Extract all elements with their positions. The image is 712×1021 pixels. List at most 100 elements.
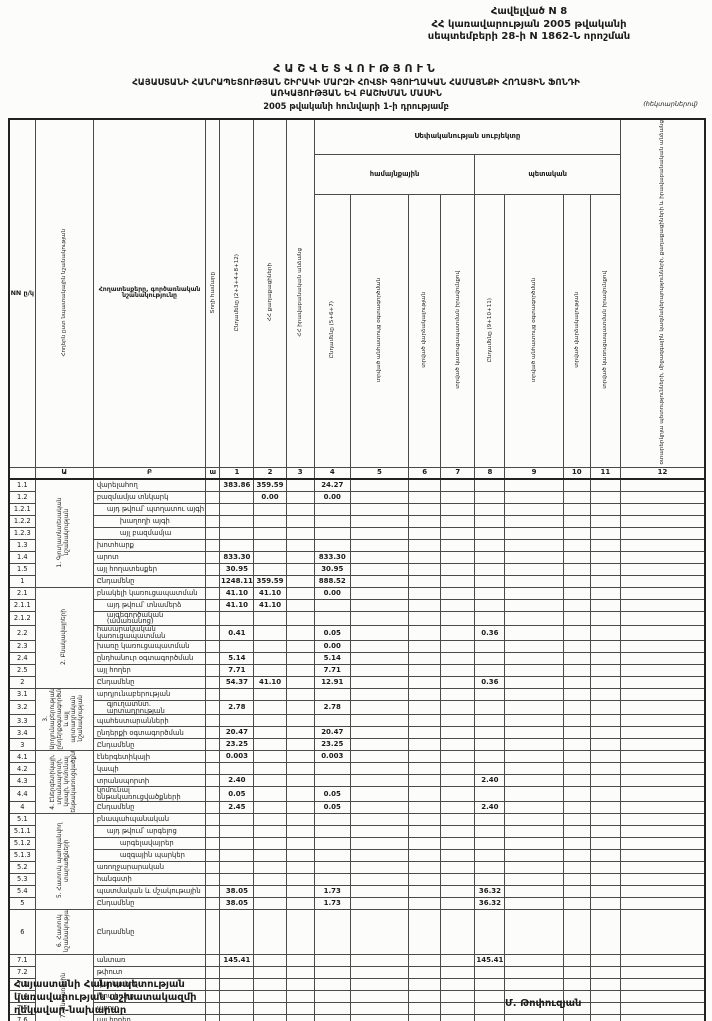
value-cell xyxy=(285,849,315,863)
value-cell xyxy=(589,786,622,803)
value-cell xyxy=(408,562,442,576)
value-cell xyxy=(253,726,287,740)
col-head-state-free-use: տրված անհատույց օգտագործման xyxy=(504,194,564,468)
value-cell xyxy=(474,610,506,627)
land-type-name: այդ թվում՝ տնամերձ xyxy=(92,598,207,612)
value-cell xyxy=(474,586,506,600)
value-cell xyxy=(589,526,622,540)
value-cell xyxy=(253,774,287,788)
value-cell xyxy=(504,675,564,689)
row-number: 1.2 xyxy=(8,490,36,504)
page-subtitle-1: ՀԱՅԱՍՏԱՆԻ ՀԱՆՐԱՊԵՏՈՒԹՅԱՆ ՇԻՐԱԿԻ ՄԱՐԶԻ ՀՈ… xyxy=(132,78,580,88)
value-cell xyxy=(562,801,591,815)
land-type-name: Ընդամենը xyxy=(92,909,207,955)
value-cell xyxy=(440,977,476,991)
table-row: 2.1 2. Բնակավայրերի բնակելի կառուցապատման 4… xyxy=(8,586,706,689)
value-cell: 0.05 xyxy=(313,801,351,815)
value-cell: 41.10 xyxy=(253,598,287,612)
row-no-cell xyxy=(205,490,221,504)
value-cell xyxy=(408,663,442,677)
value-cell xyxy=(440,786,476,803)
row-number: 5.4 xyxy=(8,885,36,899)
value-cell xyxy=(253,562,287,576)
value-cell xyxy=(562,490,591,504)
value-cell xyxy=(408,550,442,564)
value-cell: 41.10 xyxy=(219,598,255,612)
row-number: 3.3 xyxy=(8,714,36,728)
land-type-name: տրանսպորտի xyxy=(92,774,207,788)
column-index-cell: 1 xyxy=(219,466,255,481)
value-cell xyxy=(313,849,351,863)
value-cell xyxy=(589,989,622,1003)
row-number: 6 xyxy=(8,909,36,955)
row-number: 4 xyxy=(8,801,36,815)
table-row: 1 Ընդամենը 1248.11 359.59 888.52 xyxy=(8,574,706,588)
row-no-cell xyxy=(205,639,221,653)
row-no-cell xyxy=(205,989,221,1003)
land-type-name: Ընդամենը xyxy=(92,574,207,588)
value-cell xyxy=(440,562,476,576)
value-cell xyxy=(440,801,476,815)
value-cell xyxy=(620,478,706,492)
value-cell xyxy=(589,586,622,600)
row-no-cell xyxy=(205,1001,221,1015)
value-cell xyxy=(474,651,506,665)
row-number: 2.3 xyxy=(8,639,36,653)
value-cell xyxy=(620,514,706,528)
value-cell xyxy=(285,651,315,665)
value-cell xyxy=(589,1013,622,1021)
row-number: 2 xyxy=(8,675,36,689)
value-cell xyxy=(589,897,622,911)
row-number: 4.3 xyxy=(8,774,36,788)
value-cell xyxy=(285,801,315,815)
row-number: 5.3 xyxy=(8,873,36,887)
value-cell xyxy=(440,550,476,564)
value-cell xyxy=(504,762,564,776)
row-no-cell xyxy=(205,1013,221,1021)
value-cell xyxy=(589,610,622,627)
table-row: 5.2 առողջարարական xyxy=(8,861,706,875)
value-cell xyxy=(440,897,476,911)
value-cell xyxy=(589,813,622,827)
col-head-community-total: Ընդամենը (5+6+7) xyxy=(313,194,351,468)
land-type-name: էներգետիկայի xyxy=(92,750,207,764)
value-cell xyxy=(349,610,410,627)
section-label: 2. Բնակավայրերի xyxy=(60,608,67,665)
value-cell xyxy=(589,478,622,492)
value-cell xyxy=(285,873,315,887)
value-cell xyxy=(504,699,564,716)
table-row: 1.2.3 այլ բազմամյա xyxy=(8,526,706,540)
table-header: NN ը/կ Հողերն ըստ նպատակային նշանակությա… xyxy=(8,118,706,468)
row-no-cell xyxy=(205,762,221,776)
column-index-cell: 12 xyxy=(620,466,706,481)
value-cell xyxy=(562,885,591,899)
value-cell xyxy=(562,598,591,612)
value-cell xyxy=(589,825,622,839)
value-cell xyxy=(349,699,410,716)
row-number: 4.1 xyxy=(8,750,36,764)
col-head-community-leased: տրված վարձակալության xyxy=(408,194,442,468)
value-cell xyxy=(562,873,591,887)
value-cell xyxy=(253,953,287,967)
value-cell xyxy=(285,687,315,701)
value-cell xyxy=(219,1001,255,1015)
section-label: 6. Հատուկ նշանակության xyxy=(57,909,71,953)
value-cell xyxy=(253,714,287,728)
value-cell xyxy=(285,965,315,979)
land-type-name: Ընդամենը xyxy=(92,801,207,815)
row-no-cell xyxy=(205,625,221,641)
land-type-name: արոտ xyxy=(92,550,207,564)
value-cell xyxy=(285,786,315,803)
value-cell xyxy=(285,825,315,839)
value-cell xyxy=(440,965,476,979)
table-row: 4 Ընդամենը 2.45 0.05 2.40 xyxy=(8,801,706,815)
value-cell xyxy=(504,651,564,665)
column-index-cell: 11 xyxy=(589,466,622,481)
value-cell xyxy=(589,738,622,752)
page-title: ՀԱՇՎԵՏՎՈՒԹՅՈՒՆ xyxy=(273,62,439,75)
value-cell xyxy=(589,598,622,612)
table-row: 7.6 այլ հողեր xyxy=(8,1013,706,1021)
value-cell: 0.41 xyxy=(219,625,255,641)
value-cell: 20.47 xyxy=(313,726,351,740)
value-cell xyxy=(440,714,476,728)
